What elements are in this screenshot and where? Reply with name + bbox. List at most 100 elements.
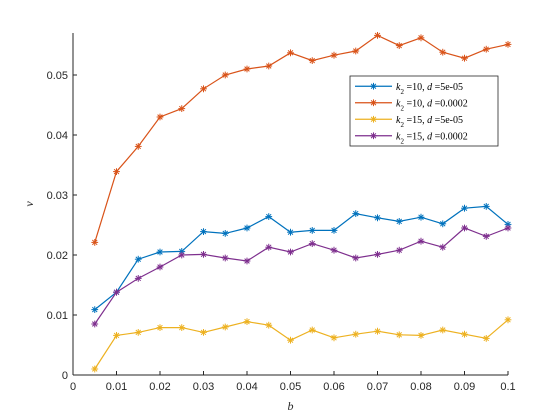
data-point xyxy=(178,251,186,259)
data-point xyxy=(395,42,403,49)
data-point xyxy=(221,230,229,237)
legend: k2 =10, d =5e-05 k2 =10, d =0.0002 k2 =15,… xyxy=(349,75,499,147)
data-point xyxy=(308,240,316,247)
data-point xyxy=(417,332,425,339)
x-tick-label: 0.03 xyxy=(193,381,214,393)
data-point xyxy=(91,306,99,313)
data-point xyxy=(352,254,360,262)
data-point xyxy=(352,330,360,338)
data-point xyxy=(461,54,468,62)
data-point xyxy=(243,65,251,73)
data-point xyxy=(287,49,294,57)
data-point xyxy=(482,233,490,240)
data-point xyxy=(113,288,120,296)
data-point xyxy=(395,218,403,225)
data-point xyxy=(178,105,186,112)
data-point xyxy=(265,213,273,220)
legend-marker xyxy=(370,99,377,107)
x-tick-label: 0.08 xyxy=(410,381,431,393)
x-tick-label: 0.1 xyxy=(500,381,515,393)
data-point xyxy=(200,228,207,235)
data-point xyxy=(374,251,381,258)
data-point xyxy=(134,143,142,150)
series-group xyxy=(91,32,512,373)
data-point xyxy=(395,246,403,254)
data-point xyxy=(156,324,164,331)
legend-marker xyxy=(370,132,377,140)
data-point xyxy=(374,32,381,39)
data-point xyxy=(200,251,207,258)
data-point xyxy=(308,326,316,334)
data-point xyxy=(134,275,142,282)
data-point xyxy=(156,263,164,271)
legend-entry: k2 =15, d =0.0002 xyxy=(355,131,468,145)
x-tick-label: 0.04 xyxy=(236,381,257,393)
data-point xyxy=(91,365,99,373)
data-point xyxy=(439,326,447,334)
data-point xyxy=(439,48,447,56)
x-tick-label: 0.01 xyxy=(106,381,127,393)
data-point xyxy=(461,330,468,338)
data-point xyxy=(287,336,294,344)
data-point xyxy=(482,203,490,210)
data-point xyxy=(417,34,425,42)
data-point xyxy=(308,227,316,234)
legend-entry: k2 =10, d =5e-05 xyxy=(355,82,463,96)
data-point xyxy=(287,228,294,236)
data-point xyxy=(374,214,381,222)
data-point xyxy=(134,255,142,263)
legend-label: k2 =10, d =0.0002 xyxy=(396,98,468,112)
y-tick-label: 0.03 xyxy=(47,190,68,202)
data-point xyxy=(221,254,229,262)
data-point xyxy=(330,334,338,342)
legend-marker xyxy=(370,115,377,123)
y-tick-label: 0.01 xyxy=(47,310,68,322)
series-3 xyxy=(91,316,512,373)
data-point xyxy=(156,248,164,256)
x-tick-label: 0.02 xyxy=(149,381,170,393)
data-point xyxy=(134,329,142,336)
x-tick-label: 0.07 xyxy=(367,381,388,393)
series-line xyxy=(94,34,509,243)
series-line xyxy=(94,227,509,325)
legend-entry: k2 =10, d =0.0002 xyxy=(355,98,468,112)
data-point xyxy=(439,243,447,251)
series-line xyxy=(94,319,509,370)
y-tick-label: 0.02 xyxy=(47,250,68,262)
x-axis-label: b xyxy=(288,399,294,413)
y-tick-label: 0.05 xyxy=(47,70,68,82)
x-tick-label: 0.09 xyxy=(454,381,475,393)
data-point xyxy=(178,324,186,331)
data-point xyxy=(482,335,490,342)
data-point xyxy=(461,204,468,212)
legend-label: k2 =15, d =0.0002 xyxy=(396,131,468,145)
data-point xyxy=(113,168,120,175)
data-point xyxy=(243,318,251,325)
series-line xyxy=(94,205,509,311)
legend-entry: k2 =15, d =5e-05 xyxy=(355,115,463,129)
data-point xyxy=(504,41,512,48)
data-point xyxy=(352,210,360,217)
data-point xyxy=(330,246,338,254)
data-point xyxy=(200,329,207,336)
data-point xyxy=(221,71,229,79)
x-tick-label: 0.06 xyxy=(323,381,344,393)
legend-label: k2 =15, d =5e-05 xyxy=(396,115,463,129)
data-point xyxy=(417,237,425,245)
series-1 xyxy=(91,203,512,313)
data-point xyxy=(461,224,468,232)
data-point xyxy=(265,243,273,251)
data-point xyxy=(265,62,273,70)
data-point xyxy=(352,47,360,55)
data-point xyxy=(330,51,338,59)
data-point xyxy=(439,220,447,228)
y-tick-label: 0 xyxy=(62,370,68,382)
data-point xyxy=(265,321,273,329)
data-point xyxy=(113,332,120,339)
legend-label: k2 =10, d =5e-05 xyxy=(396,82,463,96)
data-point xyxy=(330,227,338,234)
data-point xyxy=(482,45,490,53)
data-point xyxy=(156,113,164,121)
data-point xyxy=(91,320,99,328)
